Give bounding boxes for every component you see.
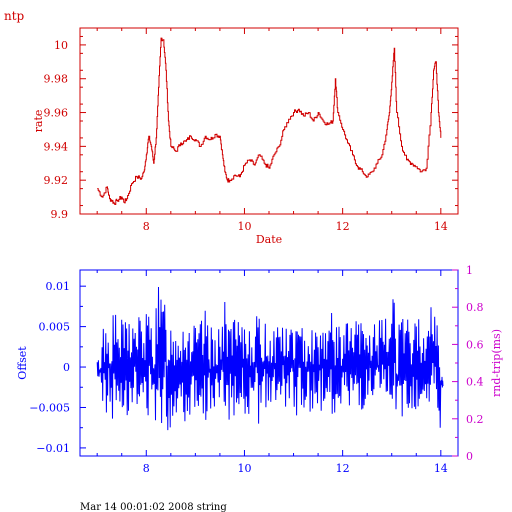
offset-y-axis-label: Offset [16, 346, 29, 380]
figure-header-label: ntp [4, 9, 25, 23]
offset-x-tick-label: 10 [237, 462, 251, 475]
rate-y-tick-label: 9.98 [44, 73, 69, 86]
round-trip-y-tick-label: 0 [466, 450, 473, 463]
offset-x-tick-label: 12 [336, 462, 350, 475]
timestamp-caption: Mar 14 00:01:02 2008 string [80, 502, 227, 512]
round-trip-y-axis-label: rnd-trip(ms) [490, 329, 503, 397]
rate-y-tick-label: 10 [54, 39, 68, 52]
rate-y-axis-label: rate [32, 110, 45, 133]
round-trip-y-tick-label: 0.8 [466, 301, 484, 314]
offset-y-tick-label: −0.01 [36, 442, 70, 455]
round-trip-y-tick-label: 1 [466, 264, 473, 277]
rate-chart: 9.9 9.92 9.94 9.96 9.98 10 8 10 12 14 Date rate [32, 27, 459, 246]
offset-y-tick-label: 0.01 [46, 280, 71, 293]
rate-y-tick-label: 9.94 [44, 140, 69, 153]
rate-series-line [97, 37, 442, 205]
offset-x-axis: 8 10 12 14 [96, 270, 448, 475]
rate-x-tick-label: 10 [237, 220, 251, 233]
rate-y-axis: 9.9 9.92 9.94 9.96 9.98 10 [44, 35, 458, 221]
round-trip-y-tick-label: 0.2 [466, 413, 484, 426]
rate-x-tick-label: 8 [143, 220, 150, 233]
rate-plot-frame [79, 27, 459, 215]
offset-chart: −0.01 −0.005 0 0.005 0.01 0 0.2 0.4 0.6 0.8 1 8 10… [16, 264, 503, 475]
round-trip-y-axis: 0 0.2 0.4 0.6 0.8 1 [452, 264, 484, 463]
rate-y-tick-label: 9.92 [44, 174, 69, 187]
offset-series-line [96, 286, 444, 431]
rate-y-tick-label: 9.9 [51, 208, 69, 221]
offset-y-tick-label: 0.005 [39, 321, 71, 334]
rate-x-tick-label: 14 [434, 220, 448, 233]
offset-y-tick-label: −0.005 [29, 401, 70, 414]
offset-x-tick-label: 8 [143, 462, 150, 475]
offset-x-tick-label: 14 [434, 462, 448, 475]
rate-x-axis: 8 10 12 14 [96, 28, 448, 233]
rate-x-axis-label: Date [256, 233, 282, 246]
round-trip-y-tick-label: 0.4 [466, 376, 484, 389]
offset-y-axis: −0.01 −0.005 0 0.005 0.01 [29, 280, 86, 455]
rate-x-tick-label: 12 [336, 220, 350, 233]
offset-y-tick-label: 0 [63, 361, 70, 374]
rate-y-tick-label: 9.96 [44, 107, 69, 120]
round-trip-y-tick-label: 0.6 [466, 338, 484, 351]
